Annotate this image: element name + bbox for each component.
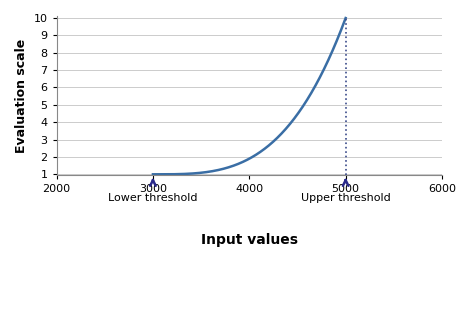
Text: Upper threshold: Upper threshold xyxy=(301,193,390,203)
X-axis label: Input values: Input values xyxy=(201,233,298,247)
Y-axis label: Evaluation scale: Evaluation scale xyxy=(15,38,28,152)
Text: Lower threshold: Lower threshold xyxy=(108,193,198,203)
